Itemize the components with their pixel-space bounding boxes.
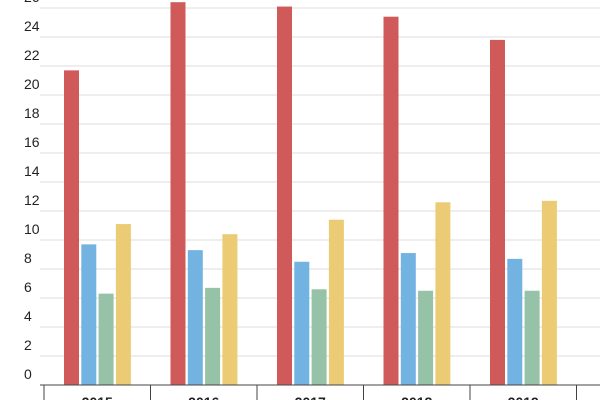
bar — [294, 261, 310, 385]
y-tick-label: 26 — [24, 0, 40, 5]
y-tick-label: 24 — [24, 18, 40, 34]
y-axis-tick-labels: 02468101214161820222426 — [24, 0, 40, 382]
x-tick-label: 2015 — [82, 394, 113, 400]
y-tick-label: 14 — [24, 163, 40, 179]
y-tick-label: 6 — [24, 279, 32, 295]
bar — [98, 293, 114, 385]
bar — [277, 6, 292, 386]
bars — [64, 2, 557, 386]
bar — [541, 200, 557, 385]
y-tick-label: 10 — [24, 221, 40, 237]
bar — [507, 258, 523, 385]
bar — [400, 253, 416, 385]
bar — [81, 244, 97, 385]
bar — [64, 70, 79, 385]
bar — [524, 290, 540, 385]
x-axis-ticks — [43, 385, 577, 400]
bar — [222, 234, 238, 385]
bar — [328, 219, 344, 385]
x-tick-label: 2016 — [188, 394, 219, 400]
y-tick-label: 16 — [24, 134, 40, 150]
y-tick-label: 22 — [24, 47, 40, 63]
bar — [311, 289, 327, 385]
x-tick-label: 2019 — [508, 394, 539, 400]
bar — [418, 290, 434, 385]
y-tick-label: 4 — [24, 308, 32, 324]
grid-lines — [40, 7, 600, 357]
y-tick-label: 20 — [24, 76, 40, 92]
y-tick-label: 0 — [24, 366, 32, 382]
y-tick-label: 8 — [24, 250, 32, 266]
x-tick-label: 2017 — [295, 394, 326, 400]
y-tick-label: 2 — [24, 337, 32, 353]
bar — [490, 39, 505, 386]
bar — [205, 287, 221, 385]
x-tick-label: 2018 — [401, 394, 432, 400]
bar — [187, 250, 203, 385]
y-tick-label: 18 — [24, 105, 40, 121]
y-tick-label: 12 — [24, 192, 40, 208]
bar — [170, 2, 186, 385]
bar — [383, 16, 399, 385]
bar — [115, 224, 131, 385]
x-axis-tick-labels: 2015 2016 2017 2018 2019 — [82, 394, 539, 400]
bar — [435, 202, 451, 385]
